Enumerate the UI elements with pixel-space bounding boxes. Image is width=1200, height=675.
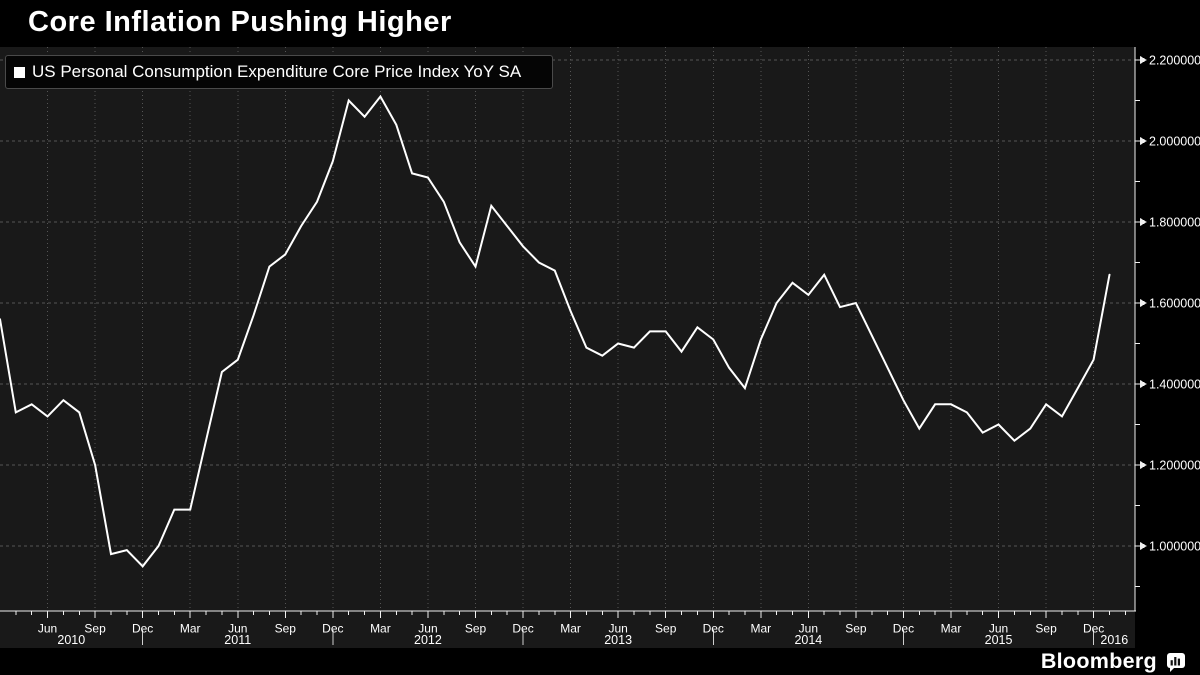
- year-label: 2012: [414, 633, 442, 647]
- y-tick-arrow-icon: [1140, 542, 1147, 550]
- series-line: [0, 94, 1111, 568]
- x-tick-label: Dec: [893, 622, 914, 636]
- footer-bar: Bloomberg: [0, 648, 1200, 675]
- x-tick-label: Jun: [799, 622, 818, 636]
- y-tick-label: 1.400000: [1149, 378, 1200, 392]
- y-tick-arrow-icon: [1140, 299, 1147, 307]
- x-tick-label: Mar: [370, 622, 391, 636]
- bloomberg-chart-bubble-icon: [1167, 653, 1185, 672]
- year-label: 2014: [794, 633, 822, 647]
- y-axis-margin: [1135, 47, 1200, 648]
- x-tick-label: Mar: [180, 622, 201, 636]
- chart-area: Jun Sep Dec Mar Jun Sep Dec Mar Jun Sep Dec Mar Jun S…: [0, 47, 1200, 648]
- y-tick-arrow-icon: [1140, 461, 1147, 469]
- y-tick-label: 1.600000: [1149, 297, 1200, 311]
- x-tick-label: Jun: [228, 622, 247, 636]
- x-tick-label: Dec: [132, 622, 153, 636]
- y-tick-arrow-icon: [1140, 218, 1147, 226]
- year-label: 2011: [224, 633, 251, 647]
- x-tick-label: Mar: [560, 622, 581, 636]
- y-tick-arrow-icon: [1140, 56, 1147, 64]
- y-tick-arrow-icon: [1140, 380, 1147, 388]
- x-tick-label: Sep: [655, 622, 677, 636]
- x-tick-label: Jun: [418, 622, 437, 636]
- legend-label: US Personal Consumption Expenditure Core…: [32, 62, 522, 81]
- x-tick-label: Jun: [989, 622, 1008, 636]
- x-tick-label: Sep: [465, 622, 487, 636]
- y-tick-label: 1.000000: [1149, 540, 1200, 554]
- legend: US Personal Consumption Expenditure Core…: [5, 55, 553, 89]
- x-tick-label: Sep: [1035, 622, 1057, 636]
- y-tick-arrow-icon: [1140, 137, 1147, 145]
- x-tick-label: Dec: [1083, 622, 1104, 636]
- x-tick-label: Sep: [275, 622, 297, 636]
- x-tick-label: Jun: [608, 622, 627, 636]
- chart-title: Core Inflation Pushing Higher: [28, 6, 452, 38]
- year-label: 2010: [57, 633, 85, 647]
- x-tick-label: Mar: [941, 622, 962, 636]
- x-tick-label: Sep: [845, 622, 867, 636]
- axes: [0, 47, 1200, 648]
- y-tick-label: 1.200000: [1149, 459, 1200, 473]
- x-tick-label: Mar: [750, 622, 771, 636]
- x-tick-label: Dec: [703, 622, 724, 636]
- year-label: 2013: [604, 633, 632, 647]
- y-tick-label: 2.000000: [1149, 135, 1200, 149]
- gridlines: [0, 47, 1135, 611]
- bloomberg-wordmark: Bloomberg: [1040, 649, 1157, 673]
- x-tick-label: Jun: [38, 622, 57, 636]
- pce-core-line: [0, 94, 1111, 568]
- year-label: 2016: [1100, 633, 1128, 647]
- title-bar: Core Inflation Pushing Higher: [0, 0, 1200, 47]
- y-tick-label: 2.200000: [1149, 54, 1200, 68]
- axis-labels: Jun Sep Dec Mar Jun Sep Dec Mar Jun Sep Dec Mar Jun S…: [38, 54, 1200, 648]
- year-label: 2015: [985, 633, 1013, 647]
- x-tick-label: Dec: [512, 622, 533, 636]
- x-tick-label: Sep: [84, 622, 106, 636]
- legend-swatch-icon: [14, 66, 25, 78]
- x-tick-label: Dec: [322, 622, 343, 636]
- y-tick-label: 1.800000: [1149, 216, 1200, 230]
- price-chart-canvas: Jun Sep Dec Mar Jun Sep Dec Mar Jun Sep Dec Mar Jun S…: [0, 47, 1200, 648]
